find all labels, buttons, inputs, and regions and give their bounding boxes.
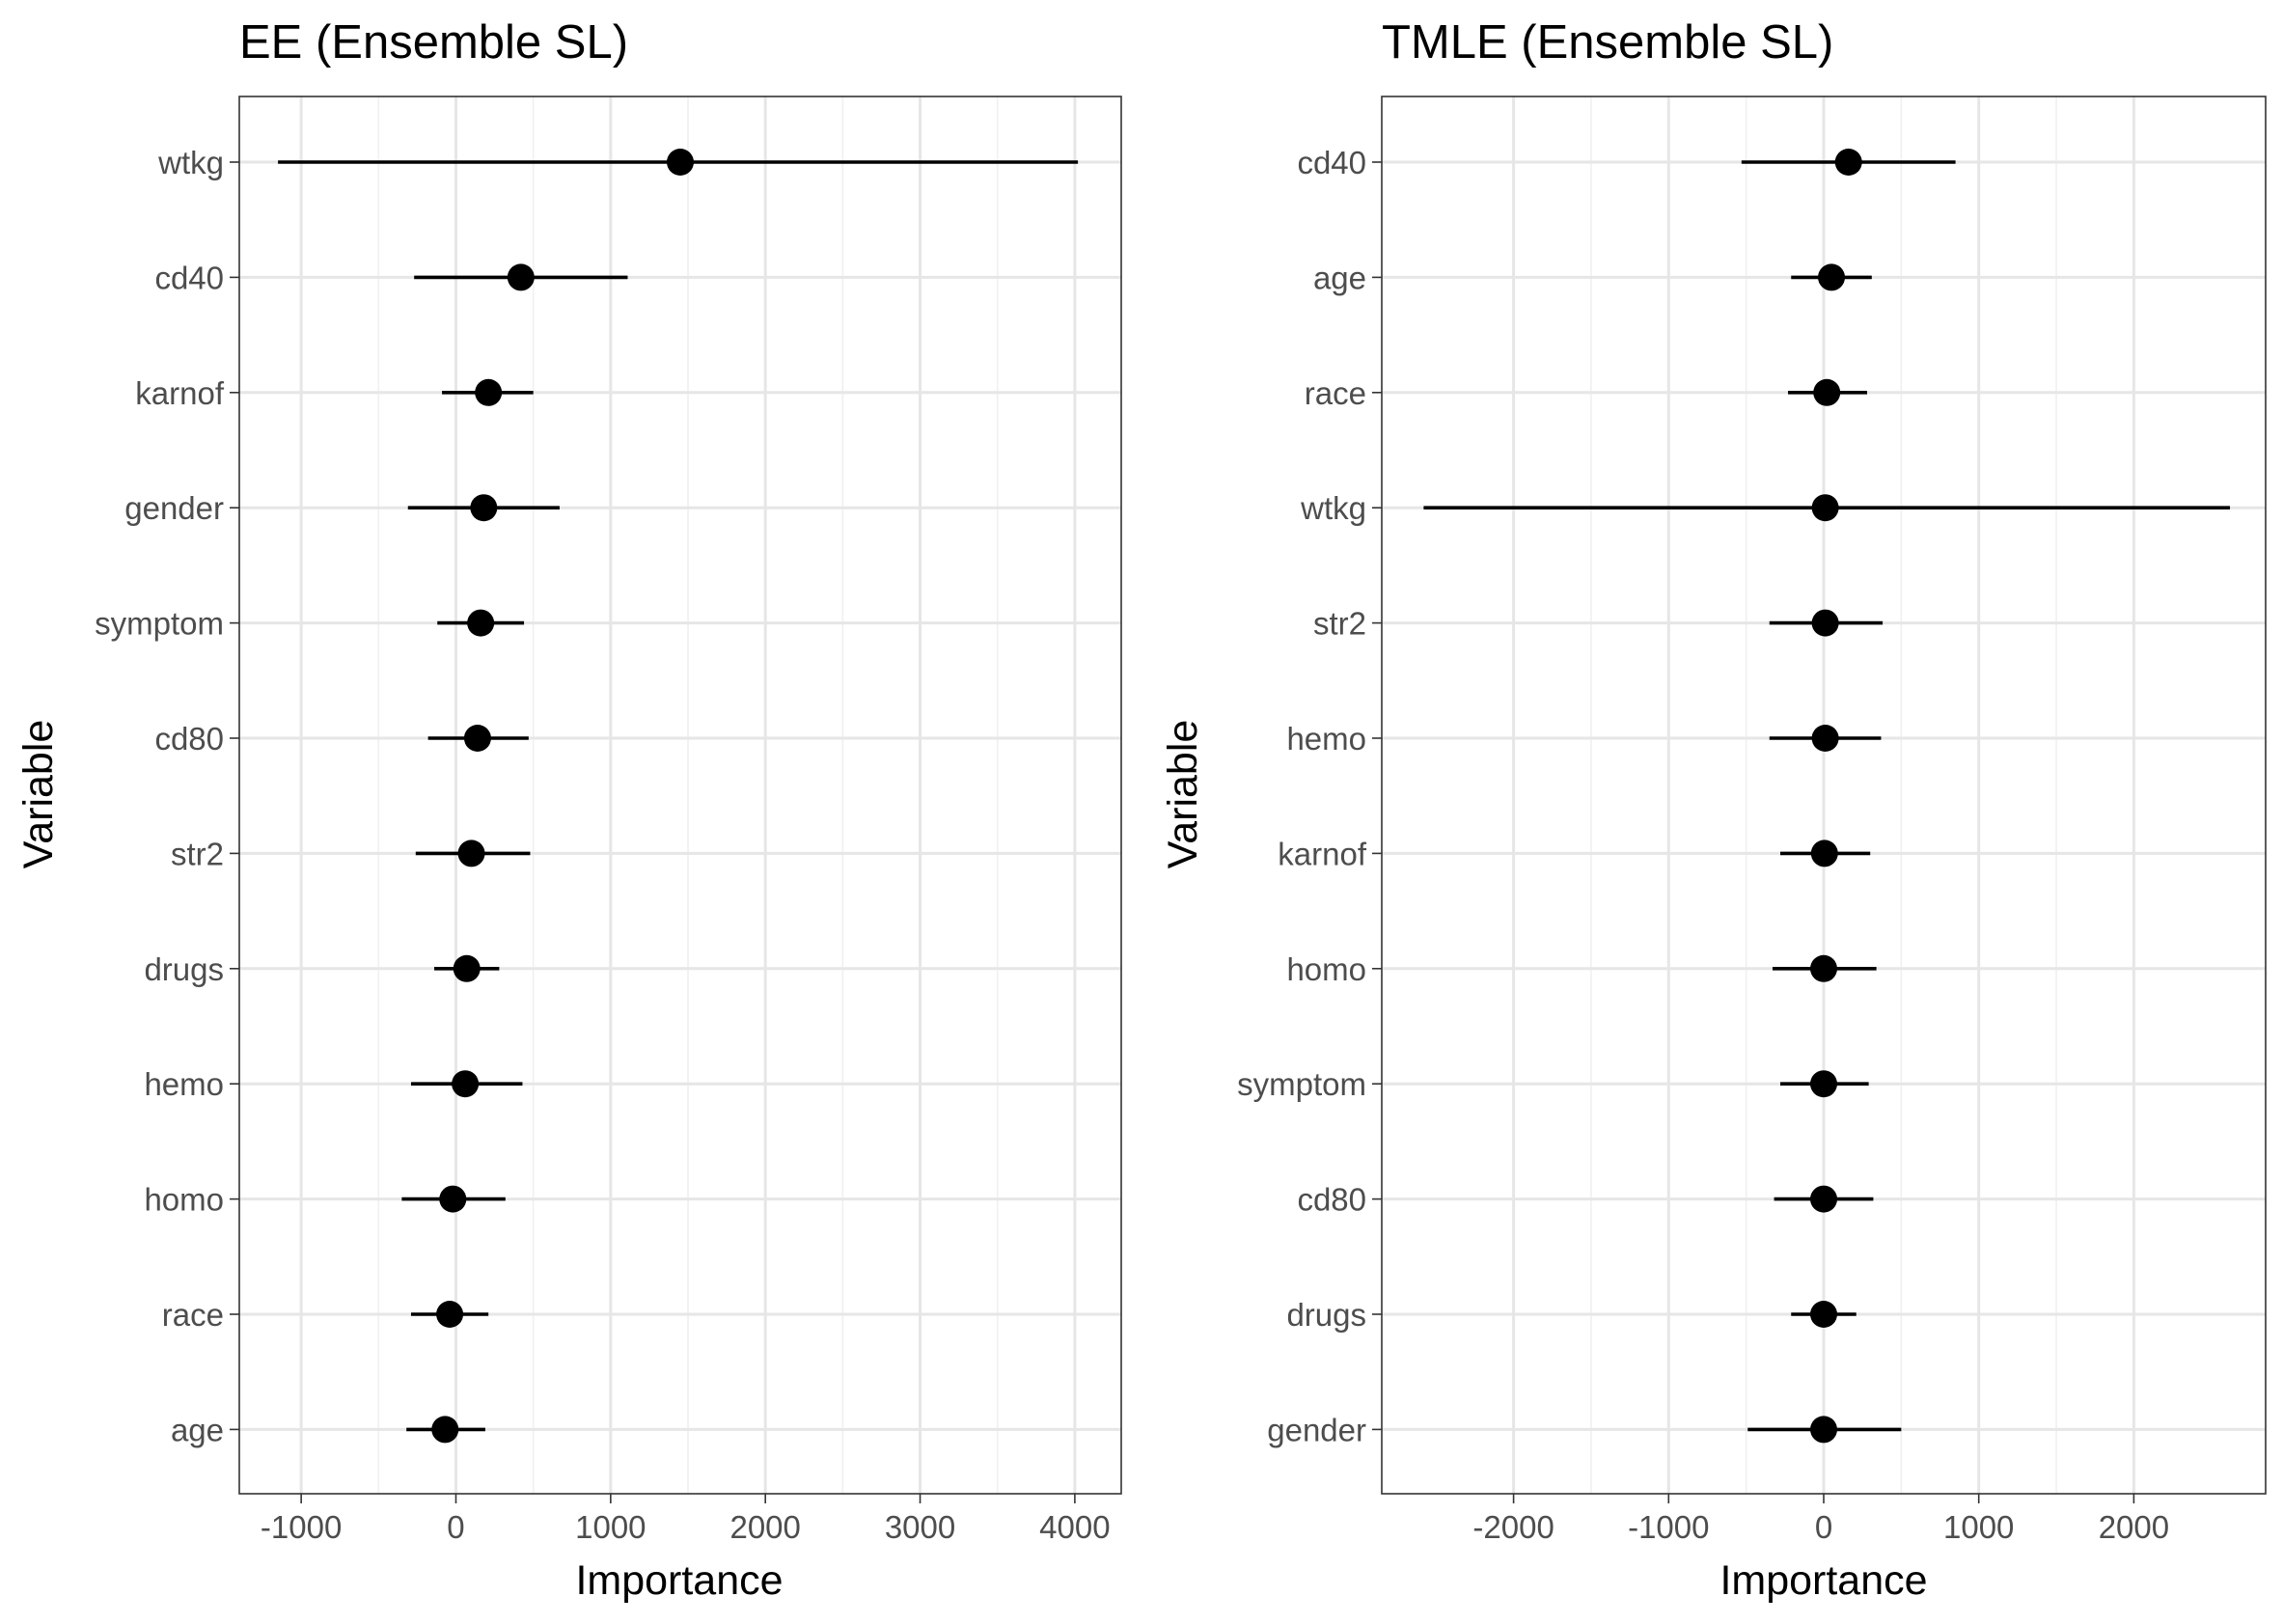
grid [239, 96, 1121, 1494]
y-tick-label: race [162, 1297, 224, 1333]
y-tick-label: symptom [95, 606, 224, 642]
estimate-point [1810, 1301, 1837, 1328]
estimate-point [457, 840, 485, 867]
y-tick-label: drugs [144, 951, 224, 987]
estimate-point [475, 378, 503, 406]
plot-border [238, 96, 1122, 1495]
marks [1423, 149, 2231, 1444]
y-tick-label: wtkg [157, 145, 224, 180]
y-tick-label: wtkg [1300, 490, 1366, 526]
x-tick-label: 1000 [1943, 1509, 2014, 1545]
x-axis-title: Importance [575, 1557, 783, 1604]
y-tick-label: age [1313, 260, 1366, 295]
y-tick-label: cd80 [1297, 1182, 1366, 1218]
grid [1382, 96, 2266, 1494]
estimate-point [439, 1185, 467, 1213]
x-tick-label: 1000 [575, 1509, 646, 1545]
estimate-point [431, 1416, 459, 1444]
estimate-point [507, 263, 535, 291]
y-tick-label: homo [1286, 951, 1366, 987]
y-tick-label: karnof [135, 375, 225, 411]
x-tick-label: -1000 [261, 1509, 342, 1545]
y-tick-label: karnof [1278, 836, 1367, 871]
estimate-point [1811, 609, 1839, 637]
y-tick-label: cd40 [154, 260, 224, 295]
y-tick-label: str2 [171, 836, 224, 871]
y-tick-label: str2 [1313, 606, 1366, 642]
y-axis-title: Variable [1160, 720, 1206, 869]
x-tick-label: -2000 [1472, 1509, 1554, 1545]
y-tick-label: age [171, 1412, 224, 1447]
ticks: -2000 -1000 0 1000 2000 cd40 age race wtkg str2 he… [1237, 145, 2169, 1545]
y-tick-label: homo [144, 1182, 224, 1218]
estimate-point [470, 494, 498, 522]
estimate-point [1810, 1185, 1837, 1213]
estimate-point [463, 725, 491, 752]
panel-title: TMLE (Ensemble SL) [1382, 16, 1833, 69]
estimate-point [1810, 1416, 1837, 1444]
x-tick-label: 0 [447, 1509, 464, 1545]
estimate-point [1818, 263, 1846, 291]
estimate-point [452, 1070, 480, 1098]
estimate-point [1834, 149, 1862, 176]
x-tick-label: 4000 [1039, 1509, 1110, 1545]
estimate-point [1811, 494, 1839, 522]
estimate-point [467, 609, 495, 637]
y-tick-label: cd80 [154, 721, 224, 757]
y-tick-label: drugs [1286, 1297, 1366, 1333]
marks [278, 149, 1079, 1444]
y-tick-label: race [1305, 375, 1366, 411]
panel-title: EE (Ensemble SL) [239, 16, 628, 69]
ticks: -1000 0 1000 2000 3000 4000 wtkg cd40 karnof gend… [95, 145, 1110, 1545]
y-tick-label: hemo [144, 1066, 224, 1102]
y-tick-label: cd40 [1297, 145, 1366, 180]
x-tick-label: 2000 [729, 1509, 800, 1545]
estimate-point [1811, 725, 1839, 752]
panel-ee: EE (Ensemble SL) -1000 0 1000 2000 3000 4000 w… [15, 16, 1122, 1604]
estimate-point [1810, 840, 1838, 867]
x-tick-label: 2000 [2099, 1509, 2169, 1545]
estimate-point [436, 1301, 464, 1328]
y-tick-label: gender [1267, 1412, 1366, 1447]
estimate-point [453, 954, 481, 982]
x-tick-label: -1000 [1628, 1509, 1709, 1545]
estimate-point [1810, 954, 1837, 982]
y-tick-label: symptom [1237, 1066, 1366, 1102]
estimate-point [667, 149, 694, 176]
y-axis-title: Variable [15, 720, 62, 869]
x-tick-label: 0 [1815, 1509, 1832, 1545]
y-tick-label: gender [124, 490, 224, 526]
estimate-point [1810, 1070, 1837, 1098]
panel-tmle: TMLE (Ensemble SL) -2000 -1000 0 1000 2000 cd… [1160, 16, 2267, 1604]
estimate-point [1813, 378, 1841, 406]
y-tick-label: hemo [1286, 721, 1366, 757]
x-axis-title: Importance [1719, 1557, 1927, 1604]
x-tick-label: 3000 [885, 1509, 955, 1545]
